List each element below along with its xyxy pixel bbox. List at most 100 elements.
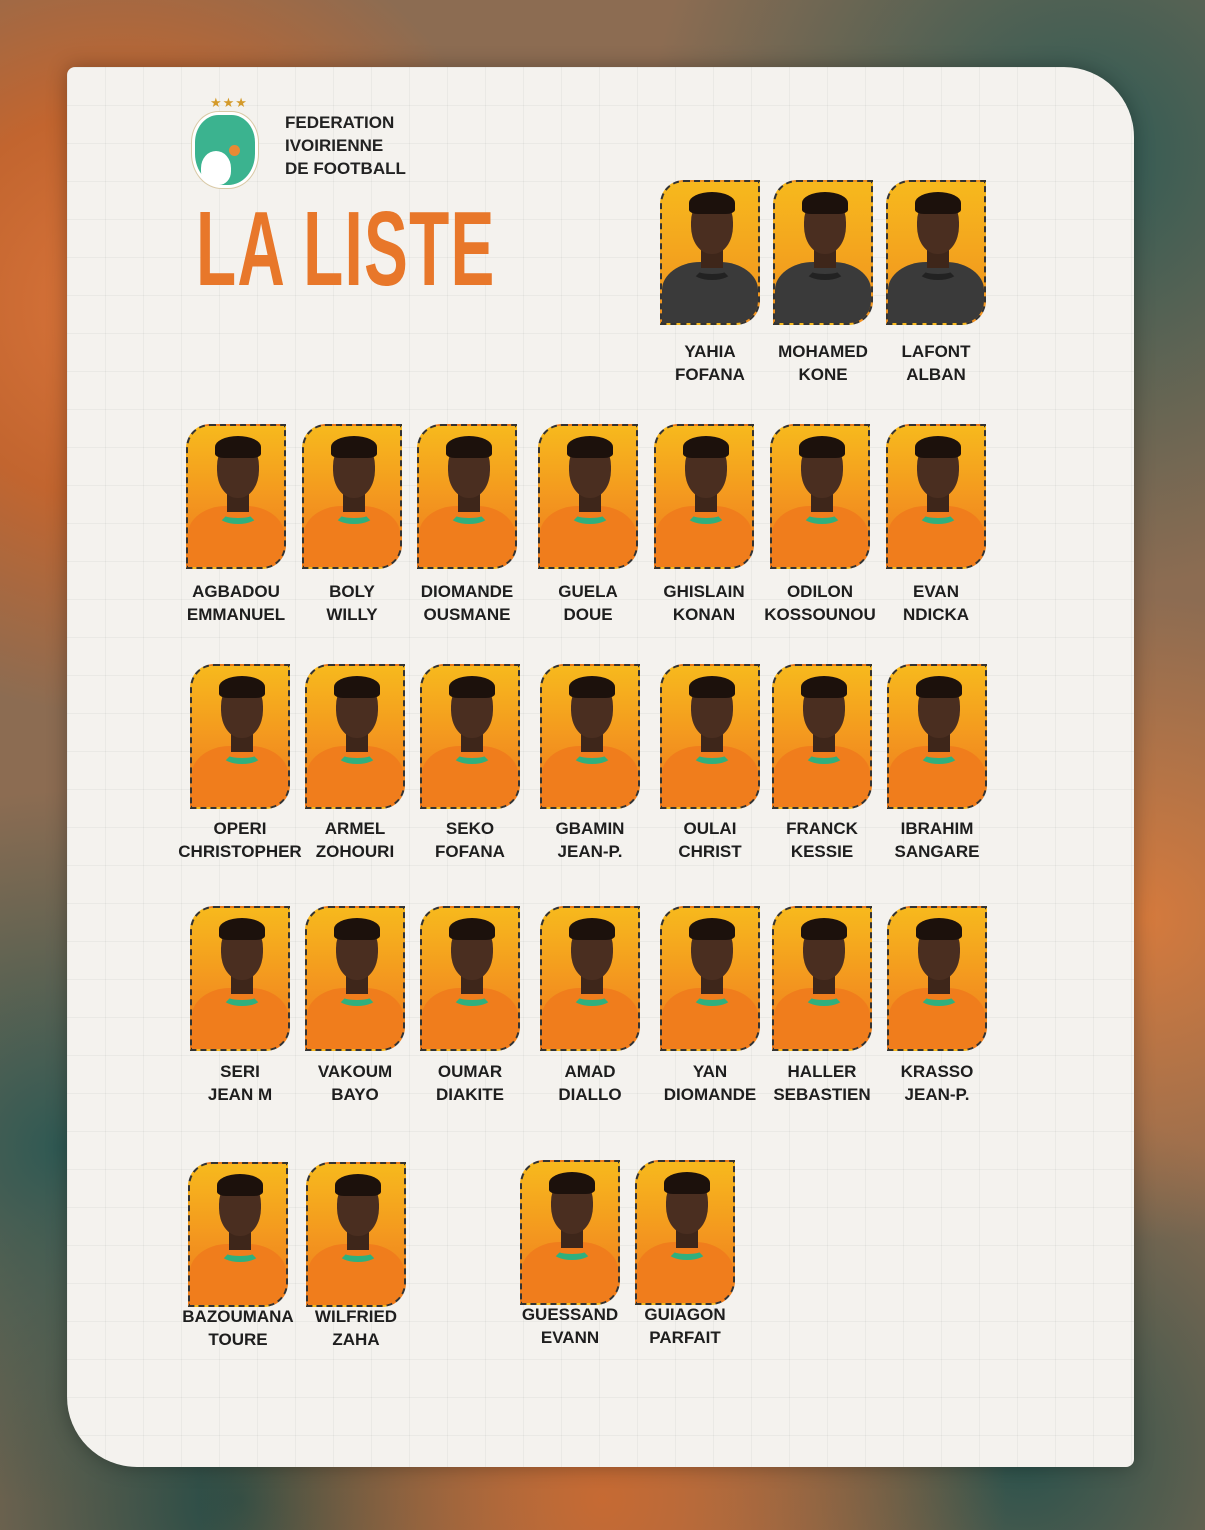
- player-photo: [302, 424, 402, 569]
- player-last-name: CHRIST: [678, 842, 742, 861]
- player-last-name: KONE: [798, 365, 848, 384]
- player-last-name: SEBASTIEN: [773, 1085, 871, 1104]
- player-photo: [305, 906, 405, 1051]
- player-photo: [305, 664, 405, 809]
- player-first-name: EVAN: [913, 582, 959, 601]
- player-photo: [540, 664, 640, 809]
- player-name: GUESSAND EVANN: [505, 1303, 635, 1349]
- player-last-name: JEAN M: [207, 1085, 273, 1104]
- federation-line: FEDERATION: [285, 113, 395, 132]
- federation-name: FEDERATION IVOIRIENNE DE FOOTBALL: [285, 111, 406, 180]
- player-first-name: BOLY: [329, 582, 375, 601]
- player-last-name: EVANN: [540, 1328, 600, 1347]
- player-first-name: GHISLAIN: [663, 582, 745, 601]
- player-name: EVAN NDICKA: [871, 580, 1001, 626]
- player-last-name: CHRISTOPHER: [178, 842, 302, 861]
- player-name: OPERI CHRISTOPHER: [175, 817, 305, 863]
- stars-icon: ★★★: [210, 96, 248, 111]
- player-name: OUMAR DIAKITE: [405, 1060, 535, 1106]
- player-photo: [420, 906, 520, 1051]
- player-first-name: YAN: [692, 1062, 728, 1081]
- player-photo: [420, 664, 520, 809]
- player-last-name: DIOMANDE: [663, 1085, 757, 1104]
- player-name: SEKO FOFANA: [405, 817, 535, 863]
- player-name: YAN DIOMANDE: [645, 1060, 775, 1106]
- player-photo: [660, 906, 760, 1051]
- player-photo: [188, 1162, 288, 1307]
- player-last-name: FOFANA: [435, 842, 505, 861]
- player-first-name: OULAI: [683, 819, 737, 838]
- player-last-name: DOUE: [563, 605, 613, 624]
- player-first-name: LAFONT: [901, 342, 971, 361]
- player-photo: [190, 906, 290, 1051]
- player-photo: [520, 1160, 620, 1305]
- player-photo: [887, 906, 987, 1051]
- player-photo: [660, 180, 760, 325]
- player-name: MOHAMED KONE: [758, 340, 888, 386]
- player-first-name: ODILON: [786, 582, 854, 601]
- player-photo: [540, 906, 640, 1051]
- player-first-name: OUMAR: [437, 1062, 503, 1081]
- player-first-name: VAKOUM: [317, 1062, 393, 1081]
- player-name: FRANCK KESSIE: [757, 817, 887, 863]
- player-first-name: AMAD: [564, 1062, 616, 1081]
- player-name: ARMEL ZOHOURI: [290, 817, 420, 863]
- player-photo: [770, 424, 870, 569]
- player-photo: [190, 664, 290, 809]
- player-name: AGBADOU EMMANUEL: [171, 580, 301, 626]
- player-name: LAFONT ALBAN: [871, 340, 1001, 386]
- player-photo: [660, 664, 760, 809]
- player-first-name: GUIAGON: [644, 1305, 726, 1324]
- player-name: AMAD DIALLO: [525, 1060, 655, 1106]
- player-name: HALLER SEBASTIEN: [757, 1060, 887, 1106]
- player-first-name: MOHAMED: [778, 342, 868, 361]
- player-first-name: SERI: [220, 1062, 260, 1081]
- page-title: LA LISTE: [196, 190, 496, 308]
- federation-line: DE FOOTBALL: [285, 159, 406, 178]
- player-last-name: KESSIE: [790, 842, 854, 861]
- player-first-name: HALLER: [787, 1062, 857, 1081]
- player-name: GBAMIN JEAN-P.: [525, 817, 655, 863]
- player-first-name: OPERI: [213, 819, 267, 838]
- player-photo: [773, 180, 873, 325]
- player-first-name: AGBADOU: [192, 582, 280, 601]
- player-last-name: OUSMANE: [423, 605, 511, 624]
- player-photo: [886, 424, 986, 569]
- player-photo: [887, 664, 987, 809]
- player-last-name: ALBAN: [906, 365, 966, 384]
- player-first-name: FRANCK: [786, 819, 858, 838]
- player-last-name: BAYO: [331, 1085, 379, 1104]
- player-first-name: ARMEL: [324, 819, 386, 838]
- fif-crest-logo: [192, 112, 258, 188]
- player-name: KRASSO JEAN-P.: [872, 1060, 1002, 1106]
- player-last-name: EMMANUEL: [186, 605, 286, 624]
- player-last-name: KOSSOUNOU: [764, 605, 876, 624]
- player-last-name: TOURE: [208, 1330, 268, 1349]
- federation-line: IVOIRIENNE: [285, 136, 384, 155]
- player-last-name: SANGARE: [894, 842, 980, 861]
- player-first-name: WILFRIED: [314, 1307, 398, 1326]
- player-first-name: GUESSAND: [521, 1305, 619, 1324]
- player-first-name: BAZOUMANA: [182, 1307, 294, 1326]
- player-name: VAKOUM BAYO: [290, 1060, 420, 1106]
- player-first-name: GUELA: [558, 582, 618, 601]
- player-last-name: JEAN-P.: [557, 842, 623, 861]
- player-name: GUIAGON PARFAIT: [620, 1303, 750, 1349]
- player-photo: [186, 424, 286, 569]
- player-last-name: ZOHOURI: [315, 842, 395, 861]
- player-photo: [772, 906, 872, 1051]
- player-last-name: FOFANA: [675, 365, 745, 384]
- player-name: DIOMANDE OUSMANE: [402, 580, 532, 626]
- player-photo: [772, 664, 872, 809]
- player-name: SERI JEAN M: [175, 1060, 305, 1106]
- player-first-name: IBRAHIM: [900, 819, 974, 838]
- player-last-name: KONAN: [672, 605, 736, 624]
- player-name: WILFRIED ZAHA: [291, 1305, 421, 1351]
- player-photo: [306, 1162, 406, 1307]
- player-last-name: JEAN-P.: [904, 1085, 970, 1104]
- player-last-name: PARFAIT: [649, 1328, 721, 1347]
- player-name: ODILON KOSSOUNOU: [755, 580, 885, 626]
- player-last-name: ZAHA: [332, 1330, 380, 1349]
- player-last-name: DIALLO: [558, 1085, 622, 1104]
- player-first-name: GBAMIN: [555, 819, 625, 838]
